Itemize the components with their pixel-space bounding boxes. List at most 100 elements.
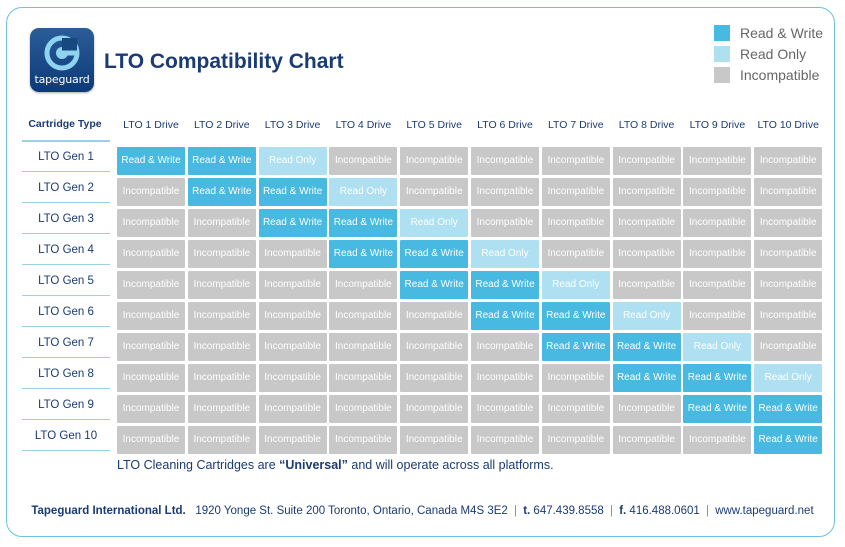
compat-cell: Incompatible (117, 302, 185, 330)
column-header: LTO 1 Drive (123, 119, 179, 131)
column-header: LTO 9 Drive (689, 119, 746, 131)
compat-cell: Read & Write (541, 333, 610, 361)
legend-swatch (714, 25, 730, 41)
compat-cell: Incompatible (258, 333, 327, 361)
compat-cell: Incompatible (400, 364, 469, 392)
compat-cell: Read & Write (258, 209, 327, 237)
compat-cell: Incompatible (541, 240, 610, 268)
compat-cell: Incompatible (754, 178, 823, 206)
compat-cell: Read & Write (754, 395, 823, 423)
compat-cell: Read & Write (683, 395, 752, 423)
row-header: LTO Gen 2 (22, 173, 110, 203)
compat-cell: Incompatible (117, 271, 185, 299)
compat-cell: Incompatible (400, 426, 469, 454)
compat-cell: Read & Write (400, 240, 469, 268)
compat-cell: Incompatible (187, 333, 256, 361)
compat-cell: Incompatible (329, 426, 398, 454)
compat-cell: Read & Write (471, 302, 539, 330)
compat-cell: Incompatible (117, 364, 185, 392)
tapeguard-swirl-icon (44, 35, 80, 71)
row-header: LTO Gen 9 (22, 390, 110, 420)
compat-cell: Incompatible (258, 426, 327, 454)
footer-separator: | (705, 505, 709, 517)
compat-cell: Incompatible (541, 395, 610, 423)
compat-cell: Read & Write (612, 364, 681, 392)
legend-label: Read Only (740, 46, 807, 62)
compat-cell: Incompatible (329, 395, 398, 423)
compat-cell: Incompatible (117, 209, 185, 237)
compat-cell: Incompatible (258, 395, 327, 423)
compat-cell: Incompatible (187, 395, 256, 423)
compat-cell: Read & Write (187, 178, 256, 206)
compat-cell: Incompatible (683, 302, 752, 330)
footer-address: 1920 Yonge St. Suite 200 Toronto, Ontari… (195, 505, 508, 517)
compat-cell: Incompatible (541, 426, 610, 454)
compat-cell: Incompatible (754, 333, 823, 361)
compat-cell: Incompatible (258, 302, 327, 330)
compat-cell: Incompatible (400, 395, 469, 423)
row-header: LTO Gen 6 (22, 297, 110, 327)
compat-cell: Read Only (329, 178, 398, 206)
row-header: LTO Gen 5 (22, 266, 110, 296)
compat-cell: Incompatible (258, 364, 327, 392)
compat-cell: Incompatible (541, 209, 610, 237)
row-header: LTO Gen 8 (22, 359, 110, 389)
compat-cell: Incompatible (471, 333, 539, 361)
compat-cell: Read & Write (612, 333, 681, 361)
compat-cell: Incompatible (117, 333, 185, 361)
compat-cell: Incompatible (612, 395, 681, 423)
compat-cell: Incompatible (187, 240, 256, 268)
tapeguard-logo: tapeguard (30, 28, 94, 92)
compat-cell: Incompatible (471, 209, 539, 237)
compat-cell: Incompatible (471, 364, 539, 392)
compat-cell: Incompatible (754, 271, 823, 299)
footer-separator: | (609, 505, 613, 517)
compat-cell: Read Only (683, 333, 752, 361)
compat-cell: Incompatible (754, 209, 823, 237)
footer-website-link[interactable]: www.tapeguard.net (715, 505, 814, 517)
compat-cell: Incompatible (683, 426, 752, 454)
compat-cell: Incompatible (754, 302, 823, 330)
compat-cell: Read Only (400, 209, 469, 237)
compat-cell: Incompatible (258, 240, 327, 268)
footer-fax-label: f. (619, 505, 627, 517)
compat-cell: Incompatible (117, 395, 185, 423)
compat-cell: Incompatible (612, 147, 681, 175)
header-divider (22, 140, 110, 141)
row-header: LTO Gen 4 (22, 235, 110, 265)
column-header: LTO 3 Drive (264, 119, 321, 131)
legend-label: Incompatible (740, 67, 820, 83)
column-header: LTO 8 Drive (618, 119, 675, 131)
compat-cell: Incompatible (187, 271, 256, 299)
compat-cell: Read Only (471, 240, 539, 268)
compat-cell: Read & Write (329, 209, 398, 237)
column-header: LTO 4 Drive (335, 119, 392, 131)
column-header: LTO 2 Drive (193, 119, 250, 131)
compat-cell: Incompatible (612, 209, 681, 237)
compat-cell: Read Only (754, 364, 823, 392)
compat-cell: Read Only (612, 302, 681, 330)
legend-swatch (714, 67, 730, 83)
compat-cell: Read & Write (754, 426, 823, 454)
compat-cell: Incompatible (117, 178, 185, 206)
compat-cell: Incompatible (541, 364, 610, 392)
compat-cell: Incompatible (117, 426, 185, 454)
compat-cell: Read & Write (117, 147, 185, 175)
compat-cell: Read & Write (329, 240, 398, 268)
column-header: LTO 7 Drive (547, 119, 604, 131)
note-suffix: and will operate across all platforms. (347, 458, 554, 472)
compat-cell: Read & Write (471, 271, 539, 299)
cartridge-type-header: Cartridge Type (28, 118, 102, 130)
column-header: LTO 6 Drive (477, 119, 533, 131)
compat-cell: Incompatible (683, 271, 752, 299)
compat-cell: Read & Write (187, 147, 256, 175)
column-header: LTO 10 Drive (757, 119, 819, 131)
row-header: LTO Gen 1 (22, 141, 110, 172)
legend-swatch (714, 46, 730, 62)
compat-cell: Incompatible (258, 271, 327, 299)
row-header: LTO Gen 3 (22, 204, 110, 234)
note-emphasis: “Universal” (279, 458, 348, 472)
compat-cell: Incompatible (754, 240, 823, 268)
logo-text: tapeguard (34, 73, 90, 86)
compat-cell: Incompatible (754, 147, 823, 175)
